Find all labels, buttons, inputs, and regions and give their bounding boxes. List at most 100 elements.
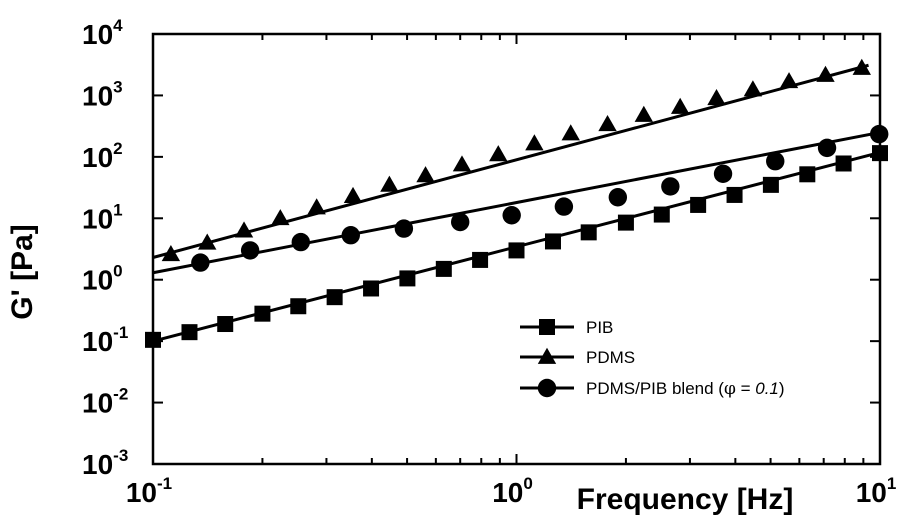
data-point-blend [766,151,785,171]
data-point-blend [341,226,360,245]
data-point-blend [191,253,210,272]
y-tick-exponent: -3 [113,446,128,465]
data-point-pdms [343,186,363,203]
y-axis-label: G' [Pa] [6,224,39,319]
legend-marker [539,319,555,335]
legend-item-blend: PDMS/PIB blend (φ = 0.1) [520,378,785,399]
legend-label-part: PDMS/PIB blend ( [586,379,724,398]
data-point-pib [217,316,234,333]
legend-item-pdms: PDMS [520,347,635,367]
legend-label: PIB [586,318,613,337]
y-tick-label: 103 [82,77,123,111]
data-point-pib [690,196,707,213]
data-point-pib [799,166,816,183]
series-pdms [152,58,871,262]
y-tick-label: 100 [82,262,123,296]
data-point-pdms [234,221,254,238]
x-tick-label: 100 [492,474,533,508]
legend-label-part: ) [779,379,785,398]
x-tick-label: 10-1 [126,474,172,508]
data-point-pib [145,331,161,348]
y-tick-exponent: -1 [113,323,128,342]
legend: PIB PDMS PDMS/PIB blend (φ = 0.1) [520,318,785,399]
data-point-blend [608,188,628,207]
y-tick-label: 101 [82,200,123,234]
data-point-pdms [452,155,472,172]
data-point-pib [835,155,852,172]
legend-label-part: φ [724,379,736,399]
data-point-pdms [198,233,217,250]
data-point-pdms [779,72,799,89]
data-point-blend [554,197,574,216]
data-point-blend [394,219,414,238]
data-point-blend [661,177,680,196]
data-point-pib [472,251,489,268]
data-point-blend [713,164,733,183]
x-axis-label: Frequency [Hz] [577,483,794,516]
y-tick-base: 10 [82,142,113,173]
data-point-pib [363,280,380,297]
y-tick-label: 102 [82,139,123,173]
y-tick-base: 10 [82,326,113,357]
legend-label-part: = [736,379,755,398]
y-tick-label: 10-1 [82,323,128,357]
data-point-pdms [416,166,435,183]
y-tick-exponent: 4 [113,16,123,35]
legend-marker [537,347,557,364]
y-tick-label: 10-3 [82,446,128,480]
x-tick-base: 10 [856,477,887,508]
data-point-pdms [489,145,508,162]
y-tick-base: 10 [82,80,113,111]
series-line-pdms [152,63,869,259]
data-point-pib [726,186,743,203]
data-point-pdms [307,198,326,215]
data-point-blend [817,138,837,158]
series-group [145,58,889,348]
data-point-pib [399,270,416,287]
data-point-pdms [598,115,617,132]
legend-label: PDMS [586,348,635,367]
data-point-pib [544,233,561,250]
data-point-blend [240,241,260,260]
data-point-pdms [271,209,290,226]
data-point-pib [290,298,307,315]
legend-item-pib: PIB [520,318,613,337]
data-point-pdms [707,89,726,106]
data-point-pdms [561,124,580,141]
legend-label-part: 0.1 [755,379,779,398]
y-tick-base: 10 [82,388,113,419]
series-pib [145,145,888,348]
y-tick-exponent: 1 [113,200,122,219]
data-point-pdms [634,105,654,122]
data-point-pdms [852,58,871,75]
data-point-blend [450,212,470,232]
y-tick-exponent: 2 [113,139,122,158]
y-tick-exponent: 3 [113,77,122,96]
y-tick-base: 10 [82,203,113,234]
data-point-pib [762,176,779,193]
data-point-pib [435,260,452,277]
legend-marker [537,378,557,398]
data-point-pib [580,224,597,241]
data-point-pib [254,305,271,322]
data-point-pdms [525,134,544,151]
data-point-pib [653,206,670,223]
data-point-pdms [670,97,690,114]
data-point-blend [291,232,310,252]
data-point-pib [872,145,888,162]
x-tick-exponent: 0 [523,474,532,493]
x-tick-exponent: -1 [157,474,172,493]
data-point-pdms [816,65,835,82]
data-point-pdms [380,175,399,192]
x-tick-base: 10 [492,477,523,508]
legend-label: PDMS/PIB blend (φ = 0.1) [586,379,785,399]
data-point-pdms [743,80,763,97]
data-point-blend [502,206,521,225]
y-tick-base: 10 [82,449,113,480]
series-blend [152,124,889,275]
y-tick-exponent: 0 [113,262,122,281]
y-tick-label: 10-2 [82,385,128,419]
x-tick-exponent: 1 [887,474,896,493]
